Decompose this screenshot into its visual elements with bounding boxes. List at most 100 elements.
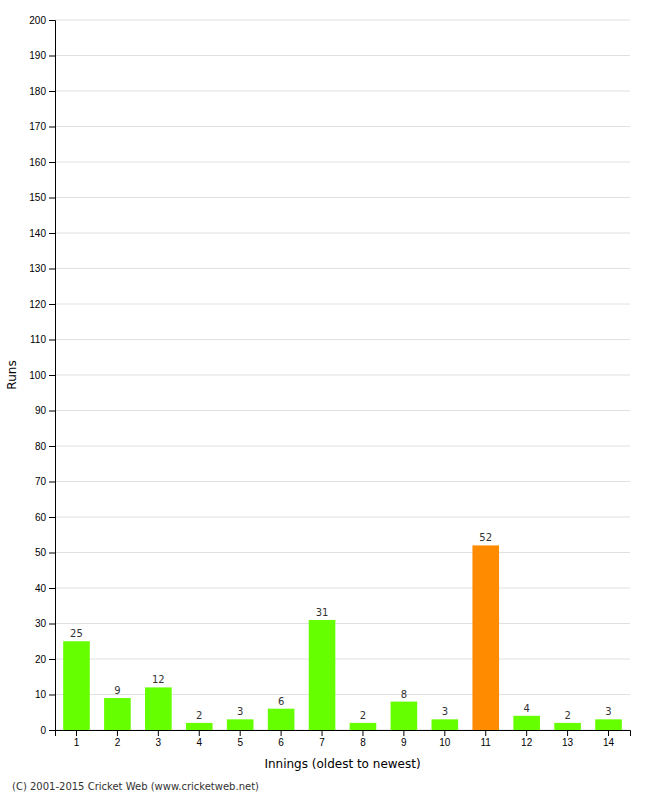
data-label: 2	[564, 710, 570, 721]
x-tick: 2	[115, 730, 121, 748]
tick-mark	[567, 730, 568, 736]
axis-line	[49, 21, 56, 731]
tick-mark	[158, 730, 159, 736]
grid-line	[55, 197, 630, 198]
y-tick: 130	[29, 263, 55, 274]
x-tick: 14	[603, 730, 615, 748]
y-tick: 70	[35, 476, 55, 487]
grid-line	[55, 233, 630, 234]
bar	[309, 620, 336, 730]
tick-mark	[362, 730, 363, 736]
tick-label: 20	[35, 654, 47, 665]
tick-mark	[49, 482, 55, 483]
x-tick: 6	[278, 730, 284, 748]
grid-line	[55, 126, 630, 127]
grid-line	[55, 552, 630, 553]
bar	[350, 723, 377, 730]
tick-mark	[49, 304, 55, 305]
grid-line	[55, 91, 630, 92]
tick-mark	[608, 730, 609, 736]
y-axis-title: Runs	[5, 360, 19, 389]
x-tick: 8	[360, 730, 366, 748]
grid-line	[55, 375, 630, 376]
y-tick: 90	[35, 405, 55, 416]
y-tick: 140	[29, 228, 55, 239]
tick-mark	[49, 553, 55, 554]
tick-label: 80	[35, 441, 47, 452]
tick-mark	[49, 517, 55, 518]
tick-label: 150	[29, 192, 46, 203]
tick-mark	[322, 730, 323, 736]
footer: (C) 2001-2015 Cricket Web (www.cricketwe…	[12, 781, 259, 792]
x-tick: 3	[156, 730, 162, 748]
tick-mark	[49, 198, 55, 199]
tick-mark	[49, 730, 55, 731]
grid-line	[55, 339, 630, 340]
y-tick: 0	[40, 725, 55, 736]
bar	[63, 641, 90, 730]
bars	[63, 545, 622, 730]
grid-line	[55, 623, 630, 624]
tick-mark	[49, 340, 55, 341]
tick-label: 11	[481, 737, 492, 748]
tick-label: 40	[35, 583, 47, 594]
tick-label: 0	[40, 725, 46, 736]
y-tick: 180	[29, 86, 55, 97]
bar	[104, 698, 131, 730]
tick-mark	[49, 162, 55, 163]
y-tick: 100	[29, 370, 55, 381]
tick-mark	[444, 730, 445, 736]
x-tick: 5	[237, 730, 243, 748]
grid-line	[55, 20, 630, 21]
tick-mark	[49, 233, 55, 234]
tick-mark	[49, 127, 55, 128]
tick-label: 12	[521, 737, 533, 748]
x-tick: 12	[521, 730, 533, 748]
tick-label: 110	[30, 334, 46, 345]
tick-label: 14	[603, 737, 615, 748]
x-tick: 9	[401, 730, 407, 748]
data-label: 2	[196, 710, 202, 721]
grid-line	[55, 659, 630, 660]
data-labels: 259122363128352423	[70, 532, 612, 721]
y-tick: 150	[29, 192, 55, 203]
tick-label: 200	[29, 15, 46, 26]
data-label: 9	[114, 685, 120, 696]
tick-label: 6	[278, 737, 284, 748]
tick-mark	[281, 730, 282, 736]
y-tick: 160	[29, 157, 55, 168]
y-tick: 110	[30, 334, 55, 345]
tick-label: 60	[35, 512, 47, 523]
y-tick: 200	[29, 15, 55, 26]
tick-label: 170	[29, 121, 46, 132]
tick-label: 90	[35, 405, 47, 416]
tick-label: 7	[319, 737, 325, 748]
tick-label: 8	[360, 737, 366, 748]
bar	[268, 709, 295, 730]
x-tick: 7	[319, 730, 325, 748]
tick-label: 120	[29, 299, 46, 310]
bar	[186, 723, 213, 730]
tick-mark	[526, 730, 527, 736]
data-label: 6	[278, 696, 284, 707]
tick-mark	[49, 20, 55, 21]
tick-mark	[49, 588, 55, 589]
bar	[554, 723, 581, 730]
grid-line	[55, 410, 630, 411]
grid-line	[55, 268, 630, 269]
grid-line	[55, 55, 630, 56]
tick-label: 10	[35, 689, 47, 700]
grid-line	[55, 481, 630, 482]
y-tick: 190	[29, 50, 55, 61]
y-tick: 80	[35, 441, 55, 452]
x-tick: 11	[481, 730, 492, 748]
data-label: 31	[316, 607, 329, 618]
tick-label: 50	[35, 547, 47, 558]
data-label: 25	[70, 628, 83, 639]
tick-mark	[49, 624, 55, 625]
tick-mark	[76, 730, 77, 736]
grid-line	[55, 517, 630, 518]
tick-label: 4	[196, 737, 202, 748]
y-tick: 170	[29, 121, 55, 132]
tick-label: 180	[29, 86, 46, 97]
